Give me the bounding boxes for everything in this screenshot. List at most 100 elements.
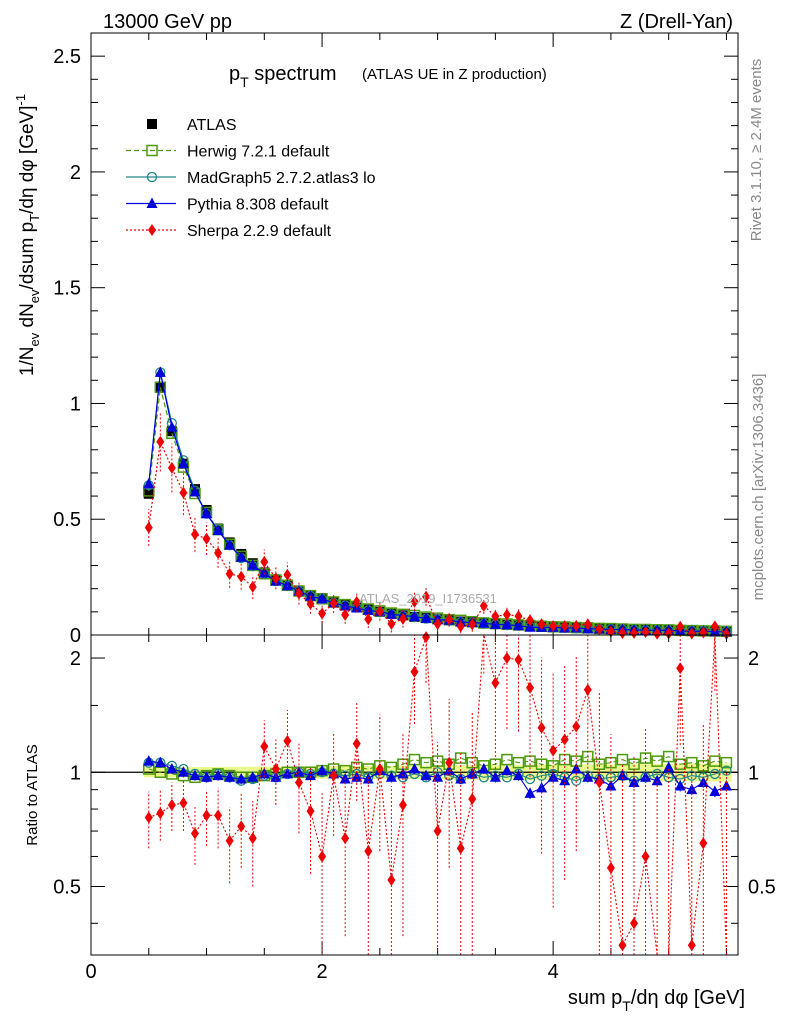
ratio-point	[641, 850, 650, 863]
chart-title: pT spectrum	[229, 63, 337, 90]
data-point	[154, 366, 166, 377]
data-point	[537, 618, 546, 631]
data-point	[478, 617, 490, 628]
rivet-label: Rivet 3.1.10, ≥ 2.4M events	[748, 59, 765, 242]
ratio-point	[630, 917, 639, 930]
data-point	[618, 627, 627, 640]
y-tick-label: 1	[70, 393, 81, 415]
data-point	[305, 590, 317, 601]
ratio-point	[237, 820, 246, 833]
y-tick-label: 0.5	[53, 509, 81, 531]
data-point	[512, 619, 524, 631]
ratio-point	[341, 832, 350, 845]
ratio-point	[329, 769, 338, 782]
legend-label: MadGraph5 2.7.2.atlas3 lo	[187, 170, 376, 187]
ratio-point	[294, 776, 303, 789]
title-rest: spectrum	[249, 63, 337, 85]
ratio-point	[560, 733, 569, 746]
data-point	[260, 555, 269, 568]
ratio-tick-label: 2	[70, 648, 81, 670]
ratio-point	[674, 780, 686, 791]
ratio-point	[352, 737, 361, 750]
data-point	[339, 600, 351, 611]
data-point	[526, 614, 535, 627]
ratio-point	[687, 939, 696, 952]
data-point	[514, 610, 523, 623]
ratio-point	[167, 798, 176, 811]
data-point	[364, 613, 373, 626]
data-point	[294, 587, 303, 600]
ratio-point	[720, 756, 733, 769]
ratio-point	[709, 785, 721, 796]
ratio-point	[676, 662, 685, 675]
x-tick-label: 4	[548, 961, 559, 983]
ratio-point	[260, 740, 269, 753]
ratio-tick-label: 1	[70, 762, 81, 784]
ratio-series-line	[148, 755, 727, 778]
data-point	[144, 521, 153, 534]
data-point	[212, 524, 224, 536]
ratio-point	[651, 774, 663, 786]
data-point	[653, 627, 662, 640]
ratio-point	[524, 787, 536, 798]
ratio-point	[305, 769, 317, 781]
ratio-point	[410, 665, 419, 678]
data-point	[409, 610, 420, 622]
data-point	[456, 620, 465, 633]
data-point	[283, 568, 292, 581]
ratio-point	[144, 811, 153, 824]
chart-subtitle: (ATLAS UE in Z production)	[362, 66, 547, 83]
ratio-point	[547, 771, 559, 782]
ratio-point	[674, 758, 686, 770]
ratio-point	[420, 756, 432, 769]
data-point	[549, 620, 558, 633]
ratio-tick-label: 0.5	[53, 877, 81, 899]
ratio-point	[248, 832, 257, 845]
data-point	[502, 608, 511, 621]
data-point	[501, 618, 513, 630]
ratio-tick-label-right: 1	[748, 762, 759, 784]
main-panel	[90, 33, 738, 640]
legend-label: Sherpa 2.2.9 default	[187, 223, 332, 240]
x-axis-label: sum pT/dη dφ [GeV]	[568, 987, 745, 1014]
data-point	[167, 461, 176, 474]
ratio-point	[375, 763, 384, 776]
ratio-point	[686, 783, 698, 795]
data-point	[258, 567, 270, 578]
ratio-point	[514, 653, 523, 666]
ratio-point	[537, 721, 546, 734]
ratio-panel	[90, 631, 738, 956]
data-point	[329, 597, 338, 610]
data-point	[560, 619, 569, 632]
ratio-point	[663, 761, 675, 772]
ratio-point	[224, 771, 236, 782]
data-point	[316, 592, 328, 604]
ratio-point	[640, 771, 652, 782]
legend-marker	[146, 171, 158, 183]
ratio-frame	[90, 634, 739, 956]
ratio-point	[606, 861, 615, 874]
ratio-point	[154, 756, 166, 768]
ratio-point	[478, 763, 490, 774]
legend-label: Pythia 8.308 default	[187, 197, 329, 214]
ratio-point	[536, 781, 548, 793]
ratio-axis-label: Ratio to ATLAS	[24, 744, 41, 845]
ratio-point	[385, 771, 397, 782]
ratio-point	[501, 753, 513, 766]
ratio-point	[512, 769, 524, 781]
data-point	[595, 623, 604, 636]
legend-label: ATLAS	[187, 117, 237, 134]
data-point	[306, 597, 315, 610]
data-point	[630, 626, 639, 639]
data-point	[398, 612, 407, 625]
data-point	[201, 507, 213, 519]
data-point	[318, 607, 327, 620]
data-point	[445, 613, 454, 626]
ratio-point	[456, 842, 465, 855]
data-point	[352, 595, 361, 608]
data-point	[224, 539, 236, 550]
data-point	[214, 546, 223, 559]
data-point	[524, 621, 536, 632]
ratio-point	[364, 845, 373, 858]
